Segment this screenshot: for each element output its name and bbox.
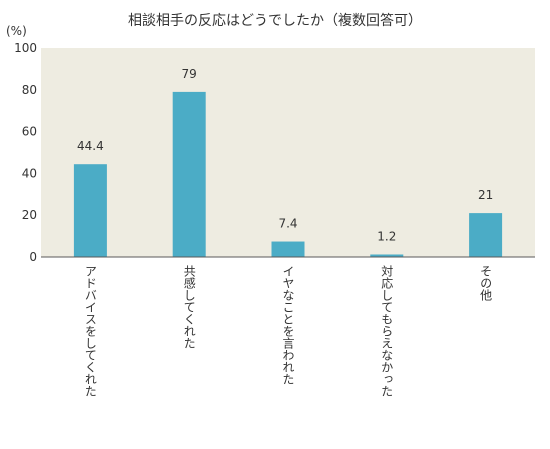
y-tick-label: 100 <box>14 41 37 55</box>
y-tick-label: 40 <box>22 166 37 180</box>
x-category-label: その他 <box>478 265 493 301</box>
y-tick-label: 0 <box>29 250 37 264</box>
value-labels: 44.4 79 7.4 1.2 21 <box>77 67 493 244</box>
bar <box>469 213 503 257</box>
x-category-label: 対応してもらえなかった <box>379 265 394 397</box>
plot-area <box>41 48 535 257</box>
x-category-label: 共感してくれた <box>182 265 197 349</box>
x-category-label: イヤなことを言われた <box>281 265 295 385</box>
y-tick-label: 80 <box>22 83 37 97</box>
y-tick-label: 60 <box>22 125 37 139</box>
bars <box>73 91 503 257</box>
bar <box>73 164 107 257</box>
bar-value-label: 44.4 <box>77 139 104 153</box>
bar <box>172 91 206 257</box>
bar-value-label: 7.4 <box>278 217 297 231</box>
bar-value-label: 21 <box>478 188 493 202</box>
bar <box>370 254 404 257</box>
chart-title: 相談相手の反応はどうでしたか（複数回答可） <box>128 13 422 29</box>
bar <box>271 241 305 257</box>
y-axis-unit-label: (%) <box>6 24 27 38</box>
bar-value-label: 79 <box>182 67 197 81</box>
y-axis-ticks: 0 20 40 60 80 100 <box>14 41 37 264</box>
bar-value-label: 1.2 <box>377 229 396 243</box>
y-tick-label: 20 <box>22 208 37 222</box>
x-category-label: アドバイスをしてくれた <box>83 265 98 397</box>
